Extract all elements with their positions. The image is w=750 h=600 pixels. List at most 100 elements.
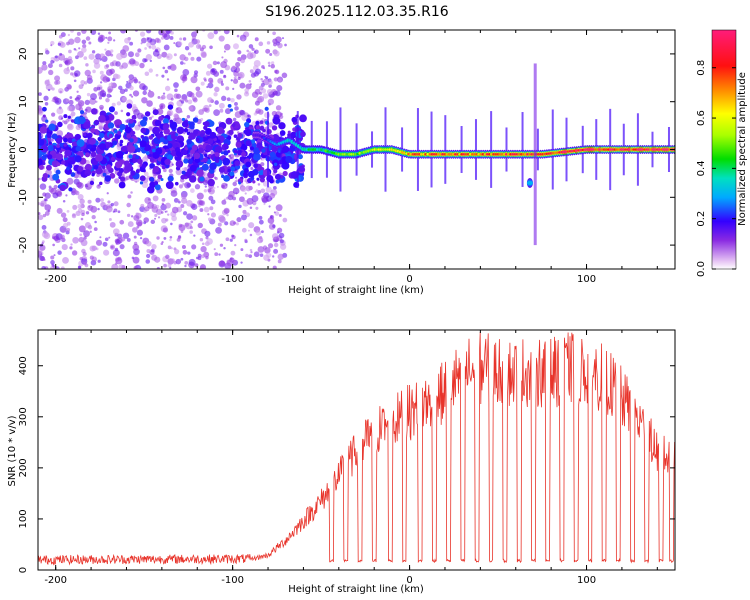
spectrogram-cell: [83, 236, 87, 240]
spectrogram-cell: [245, 140, 252, 147]
spectrogram-cell: [181, 117, 186, 122]
spectrogram-cell: [208, 195, 214, 201]
spectrogram-cell: [112, 228, 120, 235]
spectrogram-cell: [160, 178, 164, 182]
spectrogram-cell: [164, 85, 171, 92]
spectrogram-cell: [60, 234, 65, 240]
spectrogram-cell: [241, 151, 247, 157]
spectrogram-cell: [173, 42, 176, 45]
spectrogram-cell: [146, 41, 152, 48]
spectrogram-cell: [195, 90, 203, 98]
spectrogram-cell: [521, 112, 524, 187]
spectrogram-cell: [141, 181, 149, 188]
spectrogram-cell: [78, 116, 86, 125]
spectrogram-cell: [198, 44, 202, 49]
spectrogram-cell: [274, 173, 281, 180]
spectrogram-cell: [139, 62, 145, 69]
spectrogram-cell: [248, 222, 255, 229]
spectrogram-cell: [99, 143, 107, 151]
spectrogram-cell: [107, 36, 113, 42]
spectrogram-cell: [261, 195, 269, 203]
spectrogram-cell: [134, 52, 140, 58]
spectrogram-cell: [205, 255, 209, 260]
colorbar-tick-label: 0.2: [696, 211, 707, 227]
spectrogram-cell: [232, 78, 239, 84]
spectrogram-cell: [281, 37, 285, 40]
spectrogram-cell: [119, 143, 123, 147]
spectrogram-cell: [38, 177, 41, 181]
spectrogram-cell: [75, 96, 80, 102]
spectrogram-cell: [95, 239, 103, 246]
spectrogram-cell: [142, 58, 147, 63]
spectrogram-cell: [272, 31, 276, 36]
spectrogram-cell: [163, 168, 167, 173]
spectrogram-cell: [207, 213, 210, 216]
spectrogram-cell: [122, 45, 130, 52]
spectrogram-cell: [111, 263, 119, 269]
spectrogram-cell: [66, 227, 71, 232]
spectrogram-cell: [236, 217, 242, 223]
spectrogram-cell: [231, 65, 237, 71]
spectrogram-cell: [108, 82, 113, 88]
spectrogram-cell: [280, 175, 284, 179]
figure-title: S196.2025.112.03.35.R16: [265, 4, 448, 20]
spectrogram-cell: [204, 185, 207, 188]
spectrogram-cell: [264, 106, 269, 111]
spectrogram-cell: [42, 114, 46, 118]
spectrogram-cell: [76, 139, 85, 148]
spectrogram-cell: [191, 203, 198, 210]
spectrogram-cell: [281, 72, 288, 79]
spectrogram-cell: [201, 254, 205, 259]
spectrogram-cell: [236, 34, 240, 38]
spectrogram-cell: [232, 117, 237, 122]
spectrogram-cell: [47, 209, 51, 213]
spectrogram-cell: [44, 211, 50, 216]
spectrogram-cell: [88, 137, 96, 145]
spectrogram-cell: [182, 69, 190, 76]
spectrogram-cell: [136, 225, 140, 229]
spectrogram-cell: [252, 180, 256, 184]
spectrogram-cell: [223, 50, 226, 53]
spectrogram-cell: [253, 163, 259, 169]
spectrogram-cell: [298, 165, 305, 172]
spectrogram-cell: [232, 259, 237, 264]
spectrogram-cell: [39, 126, 48, 134]
spectrogram-cell: [287, 130, 291, 134]
spectrogram-x-tick-label: 0: [406, 274, 412, 285]
spectrogram-cell: [169, 36, 174, 40]
spectrogram-cell: [112, 140, 118, 146]
spectrogram-cell: [199, 208, 204, 213]
spectrogram-cell: [129, 85, 134, 91]
spectrogram-cell: [237, 50, 242, 55]
spectrogram-cell: [221, 184, 225, 189]
spectrogram-cell: [67, 66, 70, 69]
spectrogram-cell: [102, 76, 109, 83]
spectrogram-cell: [161, 240, 164, 244]
spectrogram-cell: [98, 115, 106, 123]
spectrogram-cell: [113, 39, 116, 42]
spectrogram-cell: [245, 83, 252, 90]
snr-frame: [38, 330, 675, 570]
spectrogram-cell: [190, 188, 195, 193]
spectrogram-cell: [93, 227, 98, 231]
spectrogram-cell: [135, 219, 143, 227]
spectrogram-cell: [180, 230, 184, 233]
spectrogram-cell: [170, 190, 178, 197]
spectrogram-cell: [243, 168, 249, 174]
spectrogram-cell: [139, 119, 147, 127]
spectrogram-cell: [261, 118, 265, 122]
spectrogram-cell: [256, 236, 264, 244]
spectrogram-cell: [79, 198, 85, 205]
spectrogram-cell: [224, 134, 228, 138]
spectrogram-cell: [50, 255, 55, 260]
spectrogram-cell: [187, 158, 194, 165]
spectrogram-cell: [129, 158, 133, 163]
spectrogram-cell: [53, 184, 58, 190]
spectrogram-cell: [151, 44, 157, 50]
spectrogram-cell: [149, 157, 155, 163]
spectrogram-cell: [253, 251, 260, 258]
spectrogram-cell: [167, 263, 172, 268]
spectrogram-cell: [63, 67, 70, 75]
spectrogram-cell: [228, 129, 234, 136]
colorbar-tick-label: 0.0: [696, 261, 707, 277]
